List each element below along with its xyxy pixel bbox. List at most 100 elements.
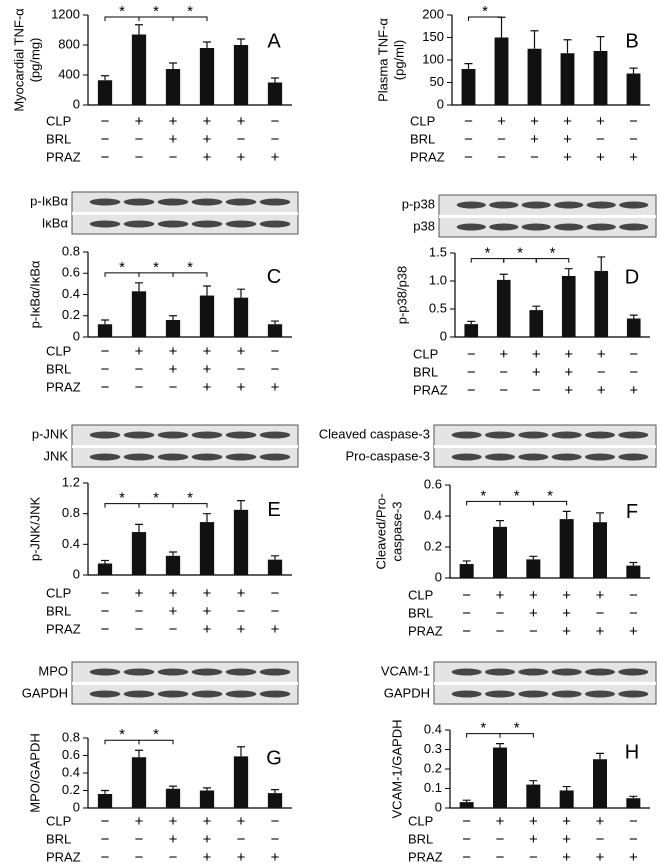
- treatment-sign: +: [596, 113, 605, 130]
- blot-band: [551, 668, 582, 676]
- blot-band: [123, 220, 155, 228]
- blot-band: [518, 690, 549, 698]
- blot-band: [157, 690, 189, 698]
- blot-band: [618, 431, 649, 439]
- bar: [199, 48, 215, 105]
- error-bar: [271, 77, 279, 83]
- blot-band: [489, 201, 519, 209]
- treatment-sign: −: [271, 113, 280, 130]
- treatment-sign: −: [467, 346, 476, 363]
- y-axis-label: (pg/ml): [391, 40, 406, 80]
- treatment-sign: +: [237, 149, 246, 166]
- treatment-sign: −: [169, 849, 178, 866]
- y-tick-label: 0.5: [429, 300, 447, 315]
- treatment-sign: −: [496, 849, 505, 866]
- significance-label: *: [547, 487, 553, 504]
- treatment-sign: −: [101, 831, 110, 848]
- treatment-sign: +: [203, 113, 212, 130]
- treatment-sign: +: [564, 364, 573, 381]
- bar: [593, 51, 608, 105]
- error-bar: [169, 785, 177, 789]
- blot-separator: [72, 445, 298, 448]
- y-tick-label: 200: [422, 6, 444, 21]
- y-axis-label: caspase-3: [389, 502, 404, 562]
- y-tick-label: 0: [73, 96, 80, 111]
- error-bar: [237, 500, 245, 510]
- treatment-sign: −: [237, 131, 246, 148]
- significance-label: *: [119, 259, 125, 276]
- treatment-name: CLP: [408, 813, 433, 828]
- treatment-sign: −: [629, 605, 638, 622]
- treatment-name: PRAZ: [410, 149, 445, 164]
- significance-bracket: [499, 733, 534, 738]
- blot-band: [485, 668, 515, 676]
- treatment-sign: −: [271, 585, 280, 602]
- treatment-sign: −: [467, 364, 476, 381]
- blot-band: [618, 690, 649, 698]
- y-tick-label: 0: [73, 328, 80, 343]
- treatment-sign: −: [464, 131, 473, 148]
- bar: [464, 324, 479, 337]
- blot-band: [123, 690, 155, 698]
- blot-label: Cleaved caspase-3: [319, 426, 430, 441]
- blot-band: [586, 223, 616, 231]
- y-tick-label: 0: [73, 566, 80, 581]
- significance-label: *: [153, 726, 159, 743]
- treatment-sign: −: [237, 603, 246, 620]
- bar: [199, 522, 215, 575]
- blot-band: [585, 690, 615, 698]
- treatment-sign: −: [135, 149, 144, 166]
- y-tick-label: 0.6: [62, 747, 80, 762]
- blot-label: Pro-caspase-3: [345, 448, 430, 463]
- bar: [233, 509, 249, 575]
- blot-band: [191, 668, 223, 676]
- panel-letter: G: [266, 747, 282, 769]
- blot-separator: [72, 682, 298, 685]
- error-bar: [596, 512, 604, 523]
- blot-separator: [72, 212, 298, 215]
- significance-label: *: [119, 726, 125, 743]
- error-bar: [562, 510, 571, 520]
- blot-band: [123, 431, 155, 439]
- error-bar: [529, 555, 538, 560]
- bar: [461, 69, 476, 105]
- blot-band: [585, 453, 615, 461]
- treatment-sign: −: [101, 361, 110, 378]
- treatment-sign: +: [629, 849, 638, 866]
- treatment-sign: +: [562, 831, 571, 848]
- treatment-sign: −: [629, 131, 638, 148]
- y-tick-label: 0.2: [62, 307, 80, 322]
- treatment-sign: −: [464, 113, 473, 130]
- blot-band: [551, 690, 582, 698]
- treatment-name: CLP: [408, 587, 433, 602]
- blot-band: [456, 223, 486, 231]
- blot-band: [89, 198, 121, 206]
- treatment-sign: +: [135, 113, 144, 130]
- treatment-sign: −: [467, 382, 476, 399]
- error-bar: [101, 75, 109, 81]
- y-tick-label: 0.8: [62, 243, 80, 258]
- treatment-sign: +: [237, 379, 246, 396]
- bar: [626, 798, 641, 808]
- panel-letter: B: [625, 30, 638, 52]
- treatment-sign: −: [629, 346, 638, 363]
- bar: [267, 559, 283, 575]
- blot-label: VCAM-1: [381, 663, 430, 678]
- error-bar: [237, 288, 245, 298]
- treatment-sign: −: [271, 831, 280, 848]
- blot-band: [157, 431, 189, 439]
- error-bar: [203, 285, 211, 296]
- error-bar: [532, 305, 541, 311]
- treatment-sign: +: [563, 149, 572, 166]
- treatment-sign: −: [499, 382, 508, 399]
- y-tick-label: 0: [435, 799, 442, 814]
- panel-letter: E: [267, 499, 280, 521]
- treatment-sign: −: [497, 131, 506, 148]
- treatment-sign: +: [237, 585, 246, 602]
- treatment-sign: −: [462, 623, 471, 640]
- bar: [165, 69, 181, 105]
- y-tick-label: 0.1: [424, 780, 442, 795]
- blot-band: [521, 223, 551, 231]
- treatment-name: PRAZ: [408, 849, 443, 864]
- treatment-sign: −: [530, 149, 539, 166]
